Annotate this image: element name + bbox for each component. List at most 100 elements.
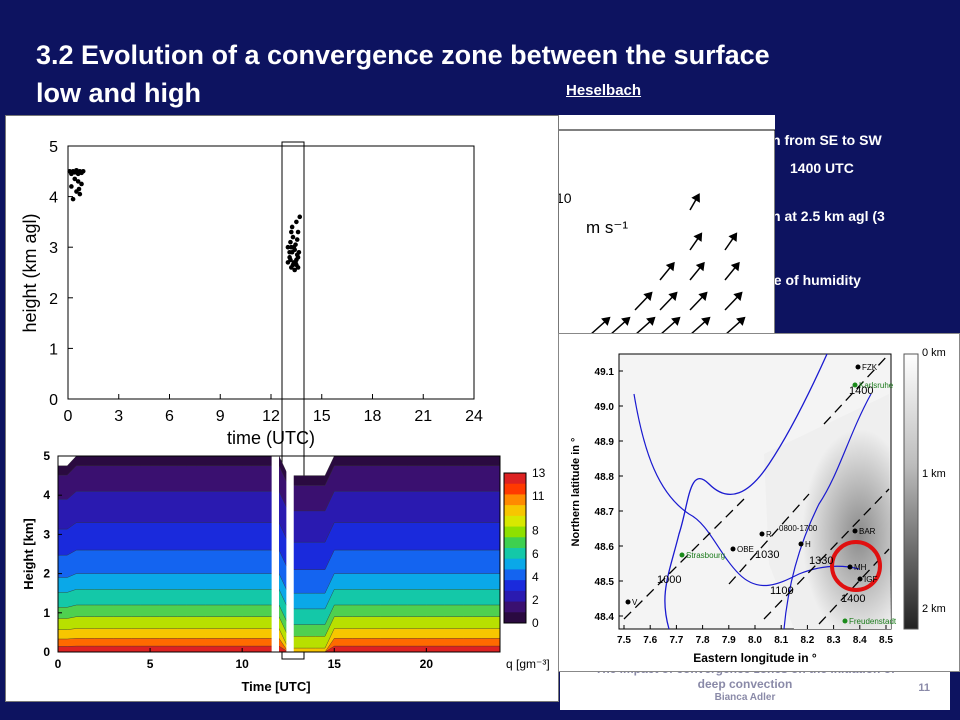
colorbar-swatch <box>504 590 526 603</box>
map-station-dot <box>847 564 853 570</box>
wind-arrow-head <box>643 291 653 301</box>
map-xtick-label: 8.3 <box>827 635 841 646</box>
map-xtick-label: 8.1 <box>774 635 788 646</box>
colorbar-swatch <box>504 537 526 549</box>
scatter-point <box>77 191 83 197</box>
scatter-xtick-label: 15 <box>313 408 331 425</box>
humidity-ytick-label: 4 <box>43 488 50 502</box>
slide-title: 3.2 Evolution of a convergence zone betw… <box>36 40 770 108</box>
page-number: 11 <box>918 682 930 694</box>
map-place-label: H <box>805 540 811 549</box>
rhine-river <box>664 353 828 630</box>
colorbar-frame <box>503 472 527 624</box>
map-ytick-label: 48.4 <box>595 612 615 623</box>
scatter-point <box>290 234 296 240</box>
colorbar-tick-label: 4 <box>532 570 539 584</box>
map-station-dot <box>679 552 685 558</box>
map-ytick-label: 48.7 <box>595 507 615 518</box>
black-forest-terrain <box>764 394 891 629</box>
map-ytick-label: 48.6 <box>595 542 615 553</box>
colorbar-swatch <box>504 473 526 485</box>
isochrone-label: 1030 <box>755 549 779 561</box>
data-gap <box>286 456 294 652</box>
wind-scale-value: 10 <box>556 190 572 206</box>
humidity-xtick-label: 10 <box>235 657 249 671</box>
humidity-ytick-label: 3 <box>43 527 50 541</box>
map-xtick-label: 8.4 <box>853 635 867 646</box>
map-station-dot <box>842 618 848 624</box>
humidity-xtick-label: 20 <box>420 657 434 671</box>
scatter-xtick-label: 6 <box>165 408 174 425</box>
legend-label: 1 km <box>922 468 946 480</box>
scatter-ytick-label: 2 <box>49 291 58 308</box>
humidity-ylabel: Height [km] <box>21 518 36 590</box>
map-ticks: 7.5 7.6 7.7 7.8 7.9 8.0 8.1 8.2 8.3 8.4 8.5 49.1 49.… <box>595 367 894 646</box>
scatter-point <box>69 184 74 189</box>
map-place-label: R <box>766 530 772 539</box>
scatter-xtick-label: 18 <box>364 408 382 425</box>
map-ytick-label: 48.9 <box>595 437 615 448</box>
scatter-xtick-label: 12 <box>262 408 280 425</box>
scatter-point <box>295 255 301 260</box>
colorbar-swatch <box>504 526 526 538</box>
map-place-label: IGF <box>864 575 877 584</box>
isochrone-label: 1100 <box>770 585 794 597</box>
colorbar-swatch <box>504 494 526 506</box>
colorbar-swatch <box>504 548 526 560</box>
humidity-colorbar: 13 11 8 6 4 2 0 <box>503 466 546 630</box>
convergence-lines <box>623 353 890 625</box>
scatter-point <box>297 214 303 220</box>
wind-arrow-head <box>665 261 675 272</box>
map-xtick-label: 8.5 <box>879 635 893 646</box>
humidity-ytick-label: 5 <box>43 449 50 463</box>
river-3 <box>633 393 860 587</box>
scatter-point <box>289 244 294 250</box>
wind-scale-unit: m s⁻¹ <box>586 218 628 237</box>
map-xlabel: Eastern longitude in ° <box>693 651 817 665</box>
isochrone-label: 1400 <box>849 385 873 397</box>
map-station-dot <box>798 541 804 547</box>
scatter-ytick-label: 1 <box>49 341 58 358</box>
map-place-label: OBE <box>737 545 754 554</box>
scatter-point <box>70 196 76 202</box>
scatter-points <box>67 167 303 273</box>
colorbar-swatch <box>504 558 526 570</box>
map-place-label: BAR <box>859 527 876 536</box>
scatter-ytick-label: 5 <box>49 139 58 156</box>
legend-label: 0 km <box>922 347 946 359</box>
wind-arrow-head <box>668 291 678 301</box>
slide-subtitle: Heselbach <box>566 82 642 99</box>
footer-author: Bianca Adler <box>714 692 776 703</box>
colorbar-swatch <box>504 612 526 624</box>
wind-arrow-head <box>671 316 681 326</box>
humidity-xtick-label: 15 <box>328 657 342 671</box>
map-xtick-label: 7.5 <box>617 635 631 646</box>
map-place-label: FZK <box>862 363 878 372</box>
wind-arrow-head <box>693 232 703 242</box>
scatter-point <box>287 249 292 255</box>
wind-arrow-head <box>646 316 656 326</box>
scatter-point <box>289 229 294 235</box>
map-place-label: V <box>632 598 638 607</box>
map-ytick-label: 49.0 <box>595 402 615 413</box>
isochrone-label: 1000 <box>657 574 681 586</box>
wind-arrow-head <box>701 316 711 326</box>
scatter-point <box>294 262 299 268</box>
colorbar-tick-label: 8 <box>532 524 539 538</box>
map-place-label: Freudenstadt <box>849 617 897 626</box>
scatter-xtick-label: 3 <box>114 408 123 425</box>
colorbar-tick-label: 2 <box>532 593 539 607</box>
scatter-ytick-label: 3 <box>49 240 58 257</box>
map-xtick-label: 7.8 <box>696 635 710 646</box>
map-labels: FZK Karlsruhe Strasbourg Freudenstadt BAR MH I… <box>625 363 897 626</box>
humidity-xtick-label: 5 <box>147 657 154 671</box>
scatter-point <box>76 186 82 192</box>
humidity-ytick-label: 2 <box>43 567 50 581</box>
scatter-xlabel: time (UTC) <box>227 428 315 448</box>
bg-text-4: se of humidity <box>766 272 861 288</box>
scatter-ytick-label: 0 <box>49 392 58 409</box>
scatter-point <box>296 249 302 255</box>
scatter-xtick-label: 0 <box>64 408 73 425</box>
map-ytick-label: 48.5 <box>595 577 615 588</box>
